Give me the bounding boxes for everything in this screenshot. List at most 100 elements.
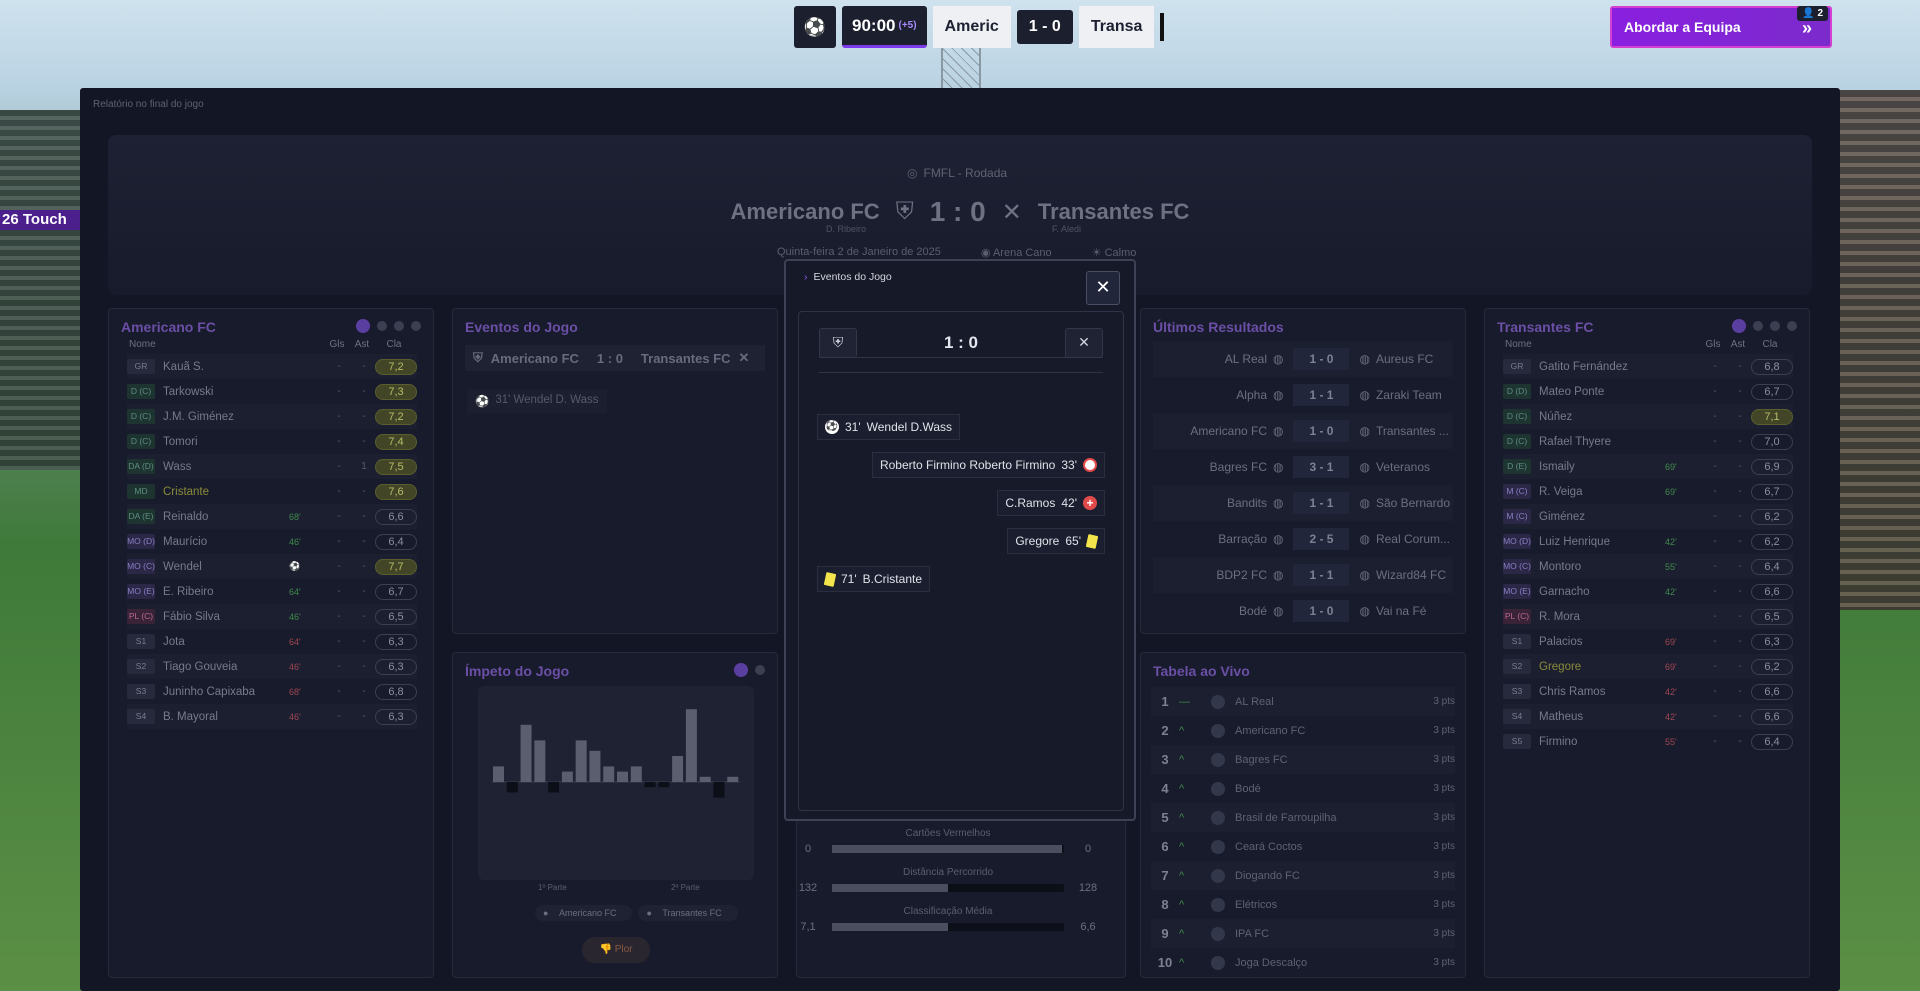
- player-name[interactable]: Ismaily: [1539, 460, 1575, 473]
- result-row[interactable]: Bandits ◍ 1 - 1 ◍ São Bernardo: [1153, 485, 1453, 521]
- page-dots[interactable]: [734, 663, 765, 677]
- table-row[interactable]: 10 ^ Joga Descalço 3 pts: [1151, 948, 1455, 977]
- player-name[interactable]: Gregore: [1539, 660, 1582, 673]
- player-name[interactable]: Maurício: [163, 535, 208, 548]
- player-row[interactable]: D (C) J.M. Giménez - - 7,2: [127, 404, 417, 429]
- player-row[interactable]: PL (C) R. Mora - - 6,5: [1503, 604, 1793, 629]
- match-event[interactable]: Gregore 65': [1007, 528, 1105, 554]
- result-row[interactable]: BDP2 FC ◍ 1 - 1 ◍ Wizard84 FC: [1153, 557, 1453, 593]
- player-row[interactable]: MO (C) Wendel ⚽ - - 7,7: [127, 554, 417, 579]
- player-row[interactable]: M (C) Giménez - - 6,2: [1503, 504, 1793, 529]
- table-row[interactable]: 2 ^ Americano FC 3 pts: [1151, 716, 1455, 745]
- table-row[interactable]: 1 — AL Real 3 pts: [1151, 687, 1455, 716]
- player-name[interactable]: Núñez: [1539, 410, 1573, 423]
- legend-away[interactable]: ● Transantes FC: [638, 905, 738, 921]
- result-row[interactable]: Alpha ◍ 1 - 1 ◍ Zaraki Team: [1153, 377, 1453, 413]
- table-team: Americano FC: [1235, 724, 1306, 737]
- result-row[interactable]: Americano FC ◍ 1 - 0 ◍ Transantes ...: [1153, 413, 1453, 449]
- player-name[interactable]: Chris Ramos: [1539, 685, 1606, 698]
- legend-home[interactable]: ● Americano FC: [535, 905, 633, 921]
- player-name[interactable]: R. Veiga: [1539, 485, 1583, 498]
- player-name[interactable]: Cristante: [163, 485, 210, 498]
- player-row[interactable]: D (C) Rafael Thyere - - 7,0: [1503, 429, 1793, 454]
- leave-button[interactable]: 👎 Plor: [582, 937, 650, 963]
- player-name[interactable]: Palacios: [1539, 635, 1583, 648]
- player-row[interactable]: DA (E) Reinaldo 68' - - 6,6: [127, 504, 417, 529]
- match-event[interactable]: C.Ramos 42' +: [997, 490, 1105, 516]
- player-name[interactable]: Juninho Capixaba: [163, 685, 256, 698]
- match-event[interactable]: ⚽ 31' Wendel D.Wass: [817, 414, 960, 440]
- match-event[interactable]: 71' B.Cristante: [817, 566, 930, 592]
- player-row[interactable]: S1 Palacios 69' - - 6,3: [1503, 629, 1793, 654]
- player-name[interactable]: Tomori: [163, 435, 198, 448]
- player-row[interactable]: PL (C) Fábio Silva 46' - - 6,5: [127, 604, 417, 629]
- result-row[interactable]: Bagres FC ◍ 3 - 1 ◍ Veteranos: [1153, 449, 1453, 485]
- player-row[interactable]: MD Cristante - - 7,6: [127, 479, 417, 504]
- close-button[interactable]: ✕: [1086, 271, 1120, 305]
- away-crest-icon[interactable]: ✕: [1065, 327, 1103, 358]
- player-row[interactable]: GR Gatito Fernández - - 6,8: [1503, 354, 1793, 379]
- player-name[interactable]: Jota: [163, 635, 185, 648]
- page-dots[interactable]: [1732, 319, 1797, 333]
- player-name[interactable]: J.M. Giménez: [163, 410, 234, 423]
- player-name[interactable]: Tarkowski: [163, 385, 214, 398]
- player-name[interactable]: B. Mayoral: [163, 710, 218, 723]
- match-icon[interactable]: ⚽: [794, 6, 836, 48]
- table-row[interactable]: 5 ^ Brasil de Farroupilha 3 pts: [1151, 803, 1455, 832]
- player-name[interactable]: Garnacho: [1539, 585, 1590, 598]
- player-row[interactable]: S3 Chris Ramos 42' - - 6,6: [1503, 679, 1793, 704]
- player-row[interactable]: S2 Tiago Gouveia 46' - - 6,3: [127, 654, 417, 679]
- player-row[interactable]: S2 Gregore 69' - - 6,2: [1503, 654, 1793, 679]
- player-name[interactable]: Wendel: [163, 560, 202, 573]
- result-row[interactable]: Bodé ◍ 1 - 0 ◍ Vai na Fé: [1153, 593, 1453, 629]
- player-name[interactable]: Tiago Gouveia: [163, 660, 238, 673]
- player-name[interactable]: Luiz Henrique: [1539, 535, 1610, 548]
- table-row[interactable]: 3 ^ Bagres FC 3 pts: [1151, 745, 1455, 774]
- player-row[interactable]: MO (C) Montoro 55' - - 6,4: [1503, 554, 1793, 579]
- player-row[interactable]: MO (E) E. Ribeiro 64' - - 6,7: [127, 579, 417, 604]
- player-row[interactable]: D (D) Mateo Ponte - - 6,7: [1503, 379, 1793, 404]
- player-name[interactable]: Giménez: [1539, 510, 1586, 523]
- match-event[interactable]: Roberto Firmino Roberto Firmino 33': [871, 452, 1105, 478]
- player-name[interactable]: Fábio Silva: [163, 610, 220, 623]
- page-dots[interactable]: [356, 319, 421, 333]
- header-home-team[interactable]: Americano FC: [730, 199, 880, 224]
- player-name[interactable]: Montoro: [1539, 560, 1582, 573]
- table-row[interactable]: 7 ^ Diogando FC 3 pts: [1151, 861, 1455, 890]
- player-name[interactable]: Mateo Ponte: [1539, 385, 1605, 398]
- player-name[interactable]: E. Ribeiro: [163, 585, 214, 598]
- result-row[interactable]: AL Real ◍ 1 - 0 ◍ Aureus FC: [1153, 341, 1453, 377]
- player-name[interactable]: Wass: [163, 460, 192, 473]
- player-row[interactable]: S5 Firmino 55' - - 6,4: [1503, 729, 1793, 754]
- player-name[interactable]: Reinaldo: [163, 510, 209, 523]
- player-name[interactable]: R. Mora: [1539, 610, 1580, 623]
- table-row[interactable]: 9 ^ IPA FC 3 pts: [1151, 919, 1455, 948]
- player-row[interactable]: DA (D) Wass - 1 7,5: [127, 454, 417, 479]
- table-row[interactable]: 4 ^ Bodé 3 pts: [1151, 774, 1455, 803]
- player-row[interactable]: MO (D) Luiz Henrique 42' - - 6,2: [1503, 529, 1793, 554]
- player-row[interactable]: S4 B. Mayoral 46' - - 6,3: [127, 704, 417, 729]
- player-row[interactable]: M (C) R. Veiga 69' - - 6,7: [1503, 479, 1793, 504]
- player-row[interactable]: D (C) Núñez - - 7,1: [1503, 404, 1793, 429]
- table-row[interactable]: 8 ^ Elétricos 3 pts: [1151, 890, 1455, 919]
- player-row[interactable]: S4 Matheus 42' - - 6,6: [1503, 704, 1793, 729]
- player-row[interactable]: D (E) Ismaily 69' - - 6,9: [1503, 454, 1793, 479]
- player-name[interactable]: Kauã S.: [163, 360, 204, 373]
- player-row[interactable]: MO (D) Maurício 46' - - 6,4: [127, 529, 417, 554]
- player-row[interactable]: D (C) Tarkowski - - 7,3: [127, 379, 417, 404]
- player-row[interactable]: GR Kauã S. - - 7,2: [127, 354, 417, 379]
- player-name[interactable]: Gatito Fernández: [1539, 360, 1628, 373]
- player-name[interactable]: Firmino: [1539, 735, 1578, 748]
- header-away-team[interactable]: Transantes FC: [1037, 199, 1190, 224]
- player-row[interactable]: S3 Juninho Capixaba 68' - - 6,8: [127, 679, 417, 704]
- player-row[interactable]: S1 Jota 64' - - 6,3: [127, 629, 417, 654]
- player-name[interactable]: Matheus: [1539, 710, 1584, 723]
- table-row[interactable]: 6 ^ Ceará Coctos 3 pts: [1151, 832, 1455, 861]
- team-talk-button[interactable]: Abordar a Equipa » 👤 2: [1610, 6, 1832, 48]
- result-row[interactable]: Barração ◍ 2 - 5 ◍ Real Corum...: [1153, 521, 1453, 557]
- player-row[interactable]: D (C) Tomori - - 7,4: [127, 429, 417, 454]
- player-name[interactable]: Rafael Thyere: [1539, 435, 1612, 448]
- result-score: 1 - 0: [1293, 600, 1350, 622]
- home-crest-icon[interactable]: ⛨: [819, 327, 857, 358]
- player-row[interactable]: MO (E) Garnacho 42' - - 6,6: [1503, 579, 1793, 604]
